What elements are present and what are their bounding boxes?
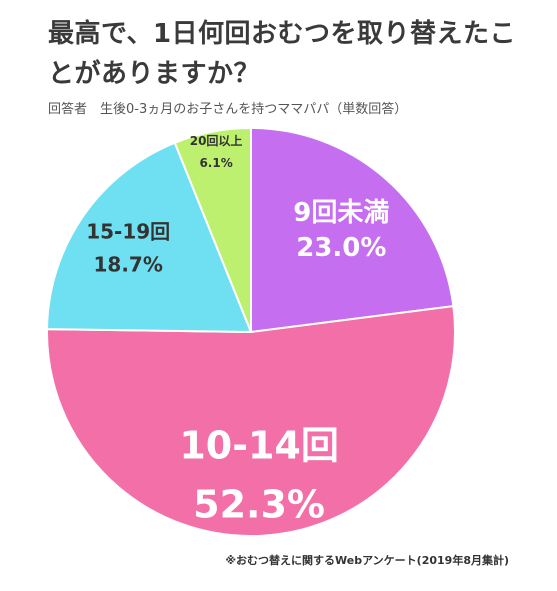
slice-value-label: 52.3% bbox=[193, 482, 325, 526]
pie-labels: 9回未満 23.0% 10-14回 52.3% 15-19回 18.7% 20回以上 6.1% bbox=[86, 133, 389, 526]
pie-slice bbox=[250, 126, 455, 334]
pie-slice bbox=[46, 141, 253, 334]
chart-subtitle: 回答者 生後0-3ヵ月のお子さんを持つママパパ（単数回答） bbox=[48, 102, 408, 117]
slice-value-label: 23.0% bbox=[296, 233, 386, 263]
chart-title: 最高で、1日何回おむつを取り替えたことがありますか？ bbox=[48, 19, 517, 89]
pie-slices bbox=[46, 126, 456, 537]
slice-value-label: 18.7% bbox=[94, 252, 163, 276]
pie-slice bbox=[46, 305, 456, 537]
slice-category-label: 9回未満 bbox=[293, 198, 389, 228]
slice-category-label: 10-14回 bbox=[179, 423, 339, 467]
pie-slice bbox=[173, 126, 252, 333]
slice-category-label: 15-19回 bbox=[86, 219, 170, 243]
survey-footnote: ※おむつ替えに関するWebアンケート(2019年8月集計) bbox=[225, 554, 509, 567]
slice-value-label: 6.1% bbox=[199, 156, 232, 170]
slice-category-label: 20回以上 bbox=[190, 133, 243, 148]
